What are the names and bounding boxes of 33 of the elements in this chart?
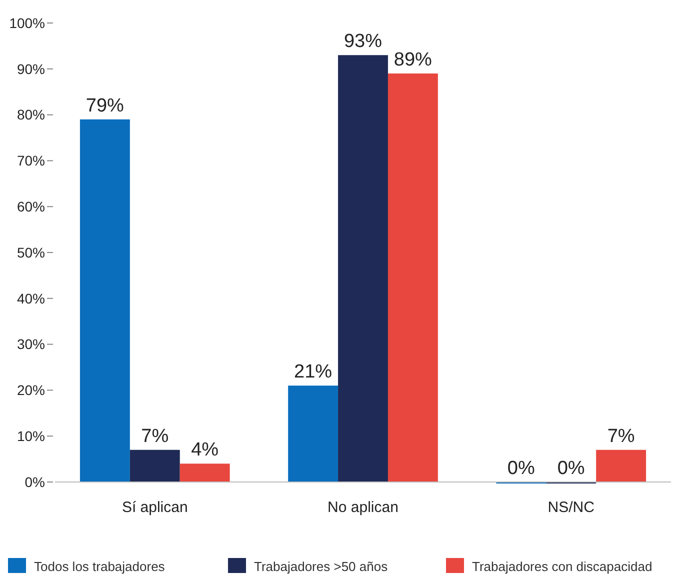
y-tick-label: 50% (16, 244, 45, 260)
y-tick-label: 0% (24, 474, 45, 490)
bar (338, 55, 388, 482)
bar (596, 450, 646, 482)
bar (80, 119, 130, 482)
data-label: 7% (141, 426, 169, 447)
legend-label: Todos los trabajadores (34, 559, 166, 574)
data-label: 0% (507, 458, 535, 479)
y-tick-label: 20% (16, 382, 45, 398)
bar (388, 73, 438, 482)
data-label: 89% (394, 49, 432, 70)
data-label: 93% (344, 31, 382, 52)
x-tick-label: Sí aplican (122, 499, 188, 516)
legend-label: Trabajadores con discapacidad (472, 559, 652, 574)
y-tick-label: 30% (16, 336, 45, 352)
data-label: 79% (86, 95, 124, 116)
x-tick-label: No aplican (328, 499, 398, 516)
y-tick-label: 60% (16, 198, 45, 214)
y-tick-label: 90% (16, 60, 45, 77)
y-tick-label: 10% (16, 428, 45, 444)
bar (130, 450, 180, 482)
bar (288, 386, 338, 482)
y-tick-label: 40% (16, 290, 45, 306)
y-tick-label: 100% (9, 14, 45, 31)
x-tick-label: NS/NC (548, 499, 595, 516)
data-label: 21% (294, 362, 332, 383)
y-tick-label: 80% (16, 106, 45, 123)
bar (180, 464, 230, 482)
data-label: 4% (191, 440, 219, 461)
y-tick-label: 70% (16, 152, 45, 169)
data-label: 0% (557, 458, 585, 479)
data-label: 7% (607, 426, 635, 447)
legend-label: Trabajadores >50 años (254, 559, 388, 574)
